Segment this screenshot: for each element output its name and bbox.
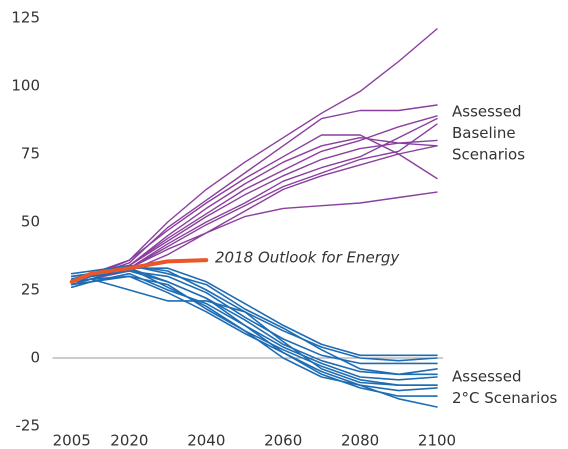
scenario-line (70, 278, 438, 386)
scenario-line (69, 258, 209, 284)
series-label: Assessed (452, 103, 522, 121)
x-tick-label: 2020 (110, 432, 148, 449)
series-label: 2°C Scenarios (452, 389, 557, 407)
scenario-line (70, 275, 438, 408)
y-tick-label: -25 (16, 417, 41, 435)
series-label: Scenarios (452, 146, 525, 164)
scenario-line (70, 270, 438, 397)
series-label: 2018 Outlook for Energy (215, 249, 400, 267)
scenario-line (71, 134, 438, 280)
scenario-line (70, 264, 438, 376)
y-tick-label: 125 (11, 9, 40, 27)
scenario-line (70, 267, 438, 357)
x-tick-label: 2060 (264, 432, 302, 449)
y-tick-label: 25 (21, 281, 40, 299)
y-tick-label: 0 (30, 349, 40, 367)
scenario-line (71, 28, 438, 283)
x-tick-label: 2080 (341, 432, 379, 449)
scenario-line (70, 275, 438, 392)
series-label: Baseline (452, 124, 516, 142)
y-tick-label: 50 (21, 213, 40, 231)
y-tick-label: 100 (11, 77, 40, 95)
x-tick-label: 2040 (187, 432, 225, 449)
scenario-line (71, 145, 438, 286)
x-tick-label: 2005 (53, 432, 91, 449)
series-label: Assessed (452, 368, 522, 386)
x-tick-label: 2100 (418, 432, 456, 449)
y-tick-label: 75 (21, 145, 40, 163)
